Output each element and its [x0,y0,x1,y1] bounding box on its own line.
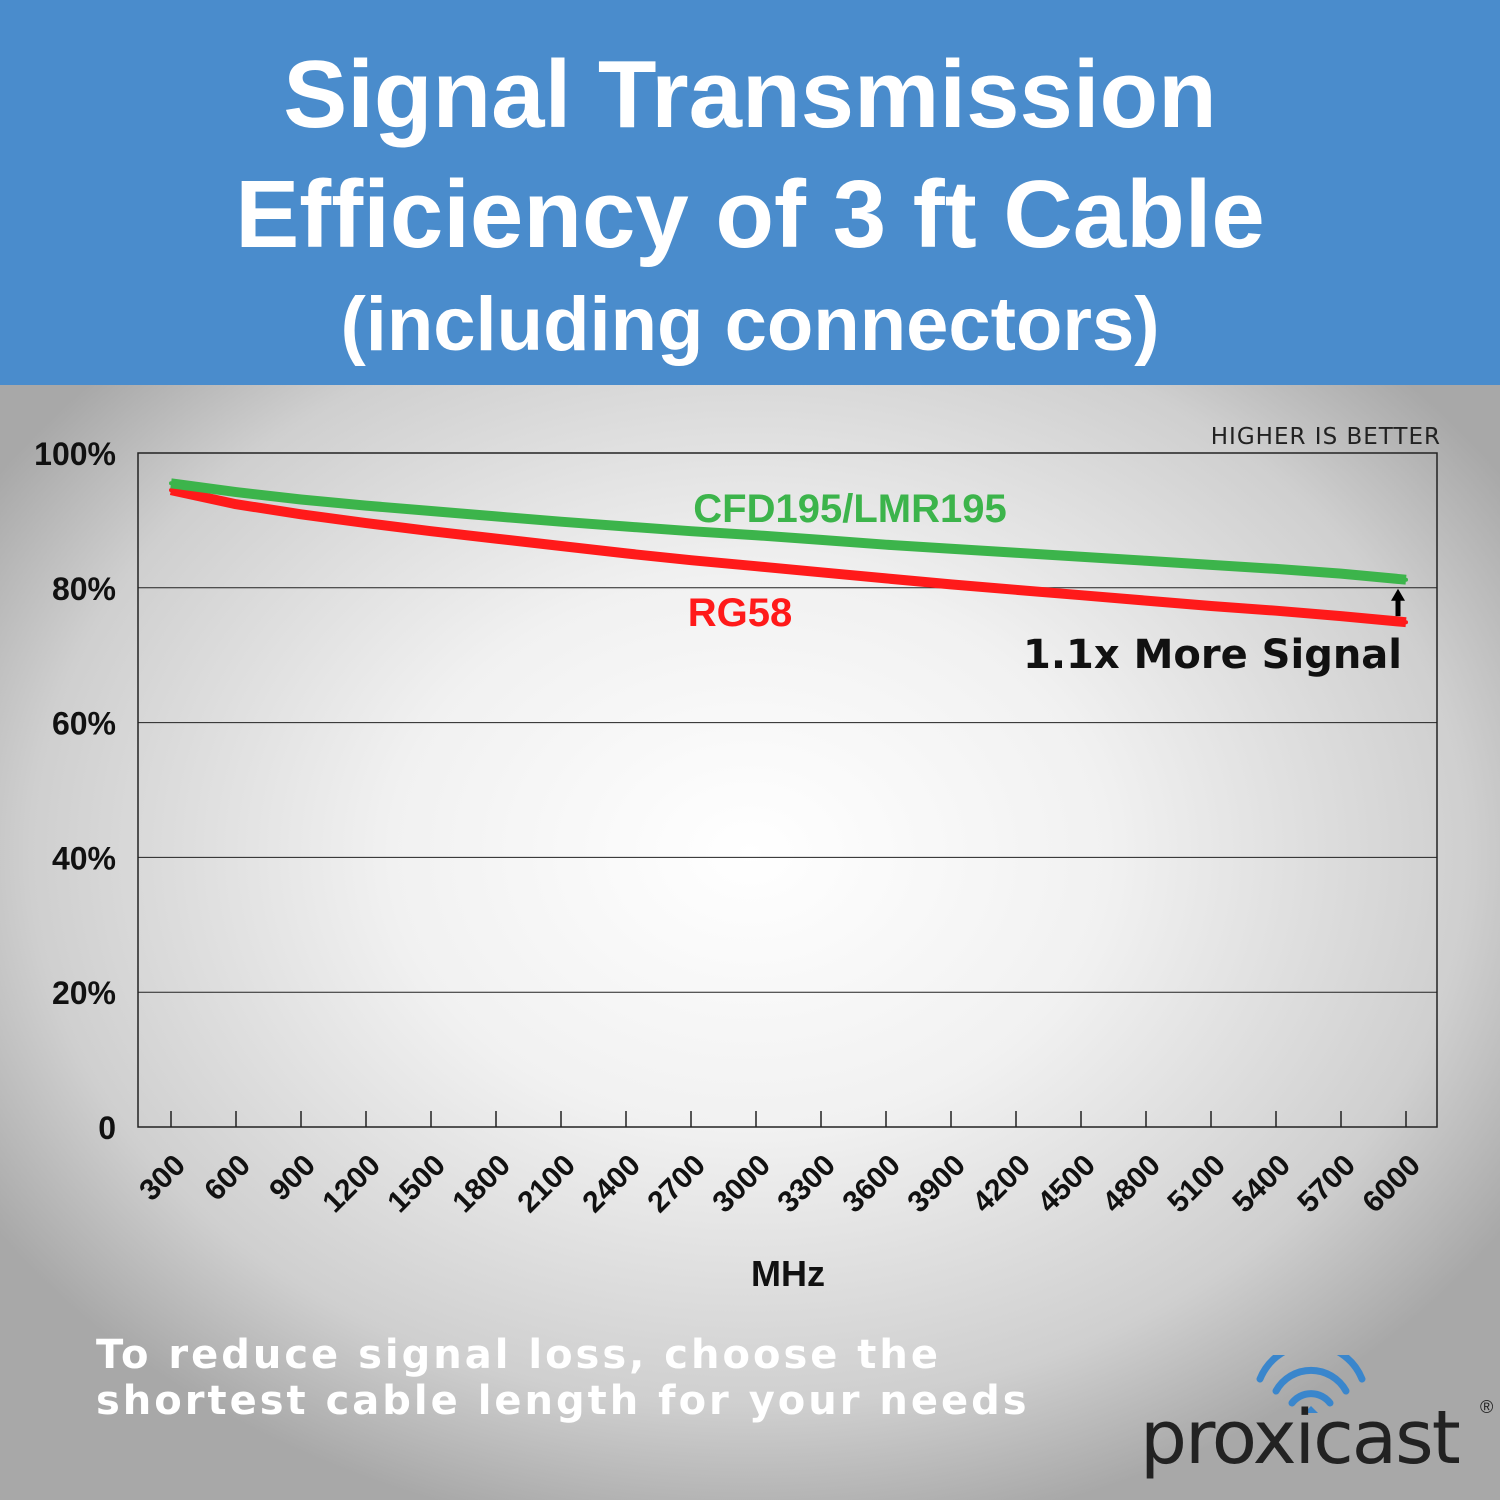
x-tick-label: 1800 [446,1149,517,1220]
data-point-cfd195-lmr195 [364,503,368,508]
data-point-rg58 [624,551,628,556]
x-tick-label: 5700 [1291,1149,1362,1220]
data-point-rg58 [689,558,693,563]
data-point-rg58 [1144,598,1148,603]
data-point-rg58 [949,582,953,587]
x-tick-label: 3300 [771,1149,842,1220]
footnote-line-2: shortest cable length for your needs [96,1378,1030,1424]
data-point-cfd195-lmr195 [299,497,303,502]
data-point-cfd195-lmr195 [494,514,498,519]
registered-mark: ® [1480,1397,1494,1417]
data-point-cfd195-lmr195 [1339,571,1343,576]
data-point-rg58 [1274,608,1278,613]
x-tick-label: 2400 [576,1149,647,1220]
data-point-rg58 [1404,620,1408,625]
proxicast-logo: proxicast ® [1140,1355,1500,1500]
x-tick-label: 2700 [641,1149,712,1220]
data-point-rg58 [429,529,433,534]
y-tick-label: 0 [98,1110,116,1146]
data-point-cfd195-lmr195 [624,524,628,529]
data-point-cfd195-lmr195 [1274,566,1278,571]
data-point-rg58 [494,536,498,541]
x-tick-label: 900 [263,1149,322,1208]
series-line-rg58 [169,485,1407,628]
footnote-line-1: To reduce signal loss, choose the [96,1332,942,1378]
data-point-cfd195-lmr195 [949,546,953,551]
x-tick-label: 6000 [1356,1149,1427,1220]
logo-wordmark: proxicast [1140,1395,1461,1481]
data-point-cfd195-lmr195 [1014,550,1018,555]
data-point-cfd195-lmr195 [1079,554,1083,559]
footnote: To reduce signal loss, choose the shorte… [96,1332,1030,1424]
data-point-cfd195-lmr195 [1404,577,1408,582]
x-tick-label: 1200 [316,1149,387,1220]
y-tick-label: 80% [52,571,116,607]
data-point-cfd195-lmr195 [884,542,888,547]
x-tick-label: 3900 [901,1149,972,1220]
y-tick-label: 40% [52,840,116,876]
series-line-cfd195-lmr195 [170,478,1407,585]
title-line-3: (including connectors) [340,282,1160,367]
x-axis-label: MHz [751,1253,825,1294]
x-tick-label: 2100 [511,1149,582,1220]
y-tick-label: 60% [52,706,116,742]
x-tick-label: 3600 [836,1149,907,1220]
data-point-rg58 [1339,614,1343,619]
x-tick-label: 3000 [706,1149,777,1220]
data-point-rg58 [819,570,823,575]
header-banner: Signal Transmission Efficiency of 3 ft C… [0,0,1500,385]
series-label-cfd195: CFD195/LMR195 [693,487,1006,531]
y-tick-label: 20% [52,975,116,1011]
data-point-rg58 [1014,587,1018,592]
title-line-1: Signal Transmission [283,41,1217,148]
data-point-rg58 [299,512,303,517]
series-label-rg58: RG58 [688,591,793,635]
data-point-cfd195-lmr195 [559,519,563,524]
data-point-rg58 [754,564,758,569]
data-point-rg58 [234,502,238,507]
wifi-signal-icon [1256,1355,1366,1413]
x-tick-label: 4200 [966,1149,1037,1220]
x-tick-label: 4500 [1031,1149,1102,1220]
x-tick-label: 600 [198,1149,257,1208]
x-tick-label: 4800 [1096,1149,1167,1220]
data-point-rg58 [364,521,368,526]
data-point-cfd195-lmr195 [754,533,758,538]
data-point-cfd195-lmr195 [169,481,173,486]
annotation-arrow-head [1391,588,1405,601]
data-point-cfd195-lmr195 [689,529,693,534]
x-tick-label: 1500 [381,1149,452,1220]
data-point-rg58 [884,576,888,581]
y-tick-label: 100% [34,436,116,472]
data-point-rg58 [169,488,173,493]
x-tick-label: 5400 [1226,1149,1297,1220]
data-point-cfd195-lmr195 [234,490,238,495]
title-line-2: Efficiency of 3 ft Cable [235,161,1265,268]
x-tick-label: 300 [133,1149,192,1208]
data-point-cfd195-lmr195 [1144,558,1148,563]
annotation-label: 1.1x More Signal [1023,632,1402,678]
data-point-rg58 [559,544,563,548]
data-point-cfd195-lmr195 [1209,562,1213,567]
data-point-rg58 [1209,604,1213,608]
data-point-cfd195-lmr195 [819,537,823,542]
plot-frame [137,452,1438,1128]
data-point-cfd195-lmr195 [429,509,433,513]
data-point-rg58 [1079,593,1083,598]
x-tick-label: 5100 [1161,1149,1232,1220]
higher-is-better-note: HIGHER IS BETTER [1211,424,1441,450]
